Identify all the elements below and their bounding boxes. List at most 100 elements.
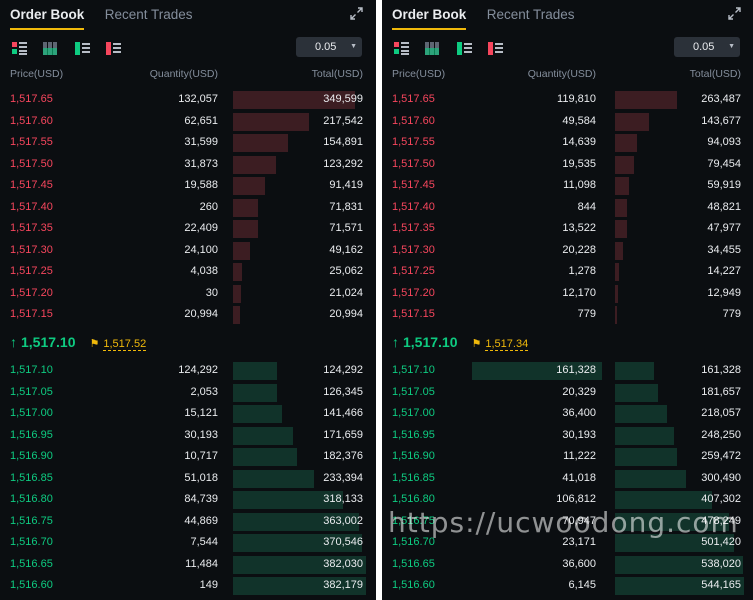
- view-asks-icon[interactable]: [456, 42, 473, 56]
- bid-row[interactable]: 1,516.65 36,600 538,020: [382, 554, 753, 576]
- expand-icon[interactable]: [350, 7, 363, 20]
- bid-row[interactable]: 1,517.10 161,328 161,328: [382, 360, 753, 382]
- ask-row[interactable]: 1,517.60 62,651 217,542: [0, 111, 375, 133]
- ask-row[interactable]: 1,517.20 12,170 12,949: [382, 283, 753, 305]
- bid-quantity: 23,171: [562, 536, 596, 548]
- ask-row[interactable]: 1,517.30 20,228 34,455: [382, 240, 753, 262]
- ask-row[interactable]: 1,517.35 22,409 71,571: [0, 218, 375, 240]
- ask-price: 1,517.20: [392, 286, 435, 299]
- bid-row[interactable]: 1,516.75 44,869 363,002: [0, 511, 375, 533]
- bid-total: 318,133: [323, 493, 363, 505]
- ask-quantity: 31,599: [184, 136, 218, 148]
- bid-row[interactable]: 1,516.65 11,484 382,030: [0, 554, 375, 576]
- ask-row[interactable]: 1,517.35 13,522 47,977: [382, 218, 753, 240]
- bid-quantity: 70,947: [562, 514, 596, 527]
- bid-row[interactable]: 1,516.60 6,145 544,165: [382, 575, 753, 597]
- bid-row[interactable]: 1,517.10 124,292 124,292: [0, 360, 375, 382]
- ask-row[interactable]: 1,517.30 24,100 49,162: [0, 240, 375, 262]
- ask-price: 1,517.25: [10, 265, 53, 277]
- ask-price: 1,517.45: [392, 179, 435, 191]
- bid-depth-bar: [233, 448, 297, 466]
- ask-quantity: 20,994: [184, 308, 218, 320]
- ask-row[interactable]: 1,517.55 31,599 154,891: [0, 132, 375, 154]
- bid-row[interactable]: 1,516.70 23,171 501,420: [382, 532, 753, 554]
- bid-row[interactable]: 1,517.05 2,053 126,345: [0, 382, 375, 404]
- bid-row[interactable]: 1,516.90 10,717 182,376: [0, 446, 375, 468]
- bid-total: 382,030: [323, 557, 363, 570]
- tick-size-select[interactable]: 0.05 ▼: [296, 37, 362, 57]
- ask-quantity: 132,057: [178, 93, 218, 105]
- tab-recent-trades[interactable]: Recent Trades: [486, 7, 575, 22]
- ask-row[interactable]: 1,517.65 132,057 349,599: [0, 89, 375, 111]
- bid-quantity: 36,400: [562, 407, 596, 419]
- view-bids-icon[interactable]: [425, 42, 441, 56]
- bid-row[interactable]: 1,516.85 51,018 233,394: [0, 468, 375, 490]
- tab-order-book[interactable]: Order Book: [10, 7, 85, 30]
- bid-row[interactable]: 1,516.95 30,193 171,659: [0, 425, 375, 447]
- ask-row[interactable]: 1,517.25 4,038 25,062: [0, 261, 375, 283]
- bid-quantity: 84,739: [184, 493, 218, 505]
- ask-quantity: 22,409: [184, 222, 218, 234]
- ask-row[interactable]: 1,517.50 19,535 79,454: [382, 154, 753, 176]
- view-both-icon[interactable]: [12, 42, 28, 56]
- ask-row[interactable]: 1,517.40 844 48,821: [382, 197, 753, 219]
- ask-quantity: 19,588: [184, 179, 218, 191]
- ask-row[interactable]: 1,517.40 260 71,831: [0, 197, 375, 219]
- bid-depth-bar: [615, 512, 729, 531]
- bid-total: 126,345: [323, 385, 363, 398]
- ask-price: 1,517.30: [10, 243, 53, 256]
- ask-row[interactable]: 1,517.20 30 21,024: [0, 283, 375, 305]
- bid-depth-bar: [233, 491, 344, 509]
- ask-depth-bar: [233, 306, 240, 324]
- bid-row[interactable]: 1,517.05 20,329 181,657: [382, 382, 753, 404]
- bid-row[interactable]: 1,517.00 15,121 141,466: [0, 403, 375, 425]
- tab-recent-trades[interactable]: Recent Trades: [104, 7, 193, 22]
- bid-row[interactable]: 1,516.85 41,018 300,490: [382, 468, 753, 490]
- ask-quantity: 14,639: [562, 136, 596, 148]
- ask-total: 94,093: [707, 136, 741, 148]
- ask-total: 79,454: [707, 157, 741, 170]
- bid-row[interactable]: 1,516.80 84,739 318,133: [0, 489, 375, 511]
- bid-price: 1,517.00: [10, 407, 53, 419]
- ask-depth-bar: [615, 112, 649, 131]
- ask-row[interactable]: 1,517.50 31,873 123,292: [0, 154, 375, 176]
- bid-row[interactable]: 1,517.00 36,400 218,057: [382, 403, 753, 425]
- bid-depth-bar: [233, 534, 362, 552]
- bid-total: 124,292: [323, 364, 363, 376]
- bid-row[interactable]: 1,516.70 7,544 370,546: [0, 532, 375, 554]
- ask-row[interactable]: 1,517.15 779 779: [382, 304, 753, 326]
- bid-row[interactable]: 1,516.80 106,812 407,302: [382, 489, 753, 511]
- mark-price[interactable]: 1,517.34: [485, 338, 529, 351]
- view-asks-icon[interactable]: [74, 42, 91, 56]
- ask-price: 1,517.55: [392, 136, 435, 148]
- view-compact-icon[interactable]: [106, 42, 122, 56]
- bid-row[interactable]: 1,516.95 30,193 248,250: [382, 425, 753, 447]
- tab-order-book[interactable]: Order Book: [392, 7, 467, 30]
- view-bids-icon[interactable]: [43, 42, 59, 56]
- tick-size-select[interactable]: 0.05 ▼: [674, 37, 740, 57]
- mark-price[interactable]: 1,517.52: [103, 338, 147, 351]
- view-both-icon[interactable]: [394, 42, 410, 56]
- ask-quantity: 31,873: [184, 157, 218, 170]
- bid-row[interactable]: 1,516.60 149 382,179: [0, 575, 375, 597]
- bid-row[interactable]: 1,516.90 11,222 259,472: [382, 446, 753, 468]
- ask-row[interactable]: 1,517.15 20,994 20,994: [0, 304, 375, 326]
- bid-total: 182,376: [323, 450, 363, 462]
- bid-depth-bar: [615, 448, 677, 466]
- view-compact-icon[interactable]: [488, 42, 504, 56]
- ask-depth-bar: [615, 306, 617, 324]
- bid-row[interactable]: 1,516.75 70,947 478,249: [382, 511, 753, 533]
- ask-row[interactable]: 1,517.45 11,098 59,919: [382, 175, 753, 197]
- ask-row[interactable]: 1,517.65 119,810 263,487: [382, 89, 753, 111]
- expand-icon[interactable]: [728, 7, 741, 20]
- bid-quantity: 7,544: [190, 536, 218, 548]
- ask-row[interactable]: 1,517.25 1,278 14,227: [382, 261, 753, 283]
- bid-depth-bar: [615, 426, 675, 445]
- ask-row[interactable]: 1,517.45 19,588 91,419: [0, 175, 375, 197]
- bid-total: 501,420: [701, 536, 741, 548]
- tab-bar: Order Book Recent Trades: [10, 6, 209, 32]
- ask-row[interactable]: 1,517.55 14,639 94,093: [382, 132, 753, 154]
- ask-quantity: 779: [577, 308, 596, 320]
- ask-row[interactable]: 1,517.60 49,584 143,677: [382, 111, 753, 133]
- bid-depth-bar: [615, 555, 743, 574]
